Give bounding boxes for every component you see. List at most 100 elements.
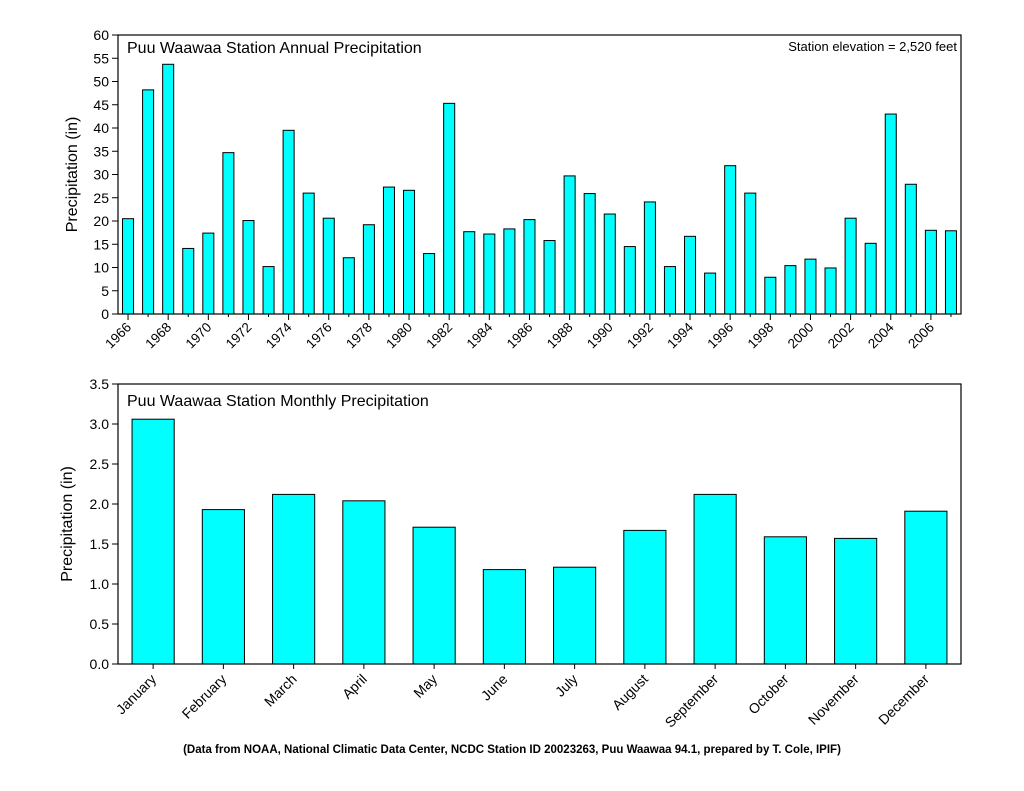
bar-2005 <box>904 183 917 315</box>
x-tick-label: August <box>609 671 651 713</box>
x-tick-label: September <box>662 671 722 731</box>
x-tick-label: 1998 <box>745 320 777 352</box>
monthly-chart-title: Puu Waawaa Station Monthly Precipitation <box>127 393 429 410</box>
bar-March <box>272 493 316 665</box>
bar-1999 <box>784 265 797 315</box>
bar-1979 <box>382 186 395 315</box>
x-tick-label: March <box>261 671 300 710</box>
y-tick-label: 0.5 <box>90 616 110 632</box>
x-tick-label: 1994 <box>664 319 696 351</box>
x-tick-label: 1982 <box>423 320 455 352</box>
x-tick-label: 2006 <box>905 320 937 352</box>
y-tick-label: 45 <box>93 97 109 113</box>
y-tick-label: 0.0 <box>90 656 110 672</box>
y-tick-label: 35 <box>93 143 109 159</box>
data-source-note: (Data from NOAA, National Climatic Data … <box>183 744 841 756</box>
bar-1983 <box>463 231 476 315</box>
bar-1987 <box>543 240 556 315</box>
x-tick-label: May <box>410 671 440 701</box>
y-tick-label: 50 <box>93 74 109 90</box>
y-tick-label: 3.5 <box>90 376 110 392</box>
x-tick-label: 1978 <box>343 320 375 352</box>
x-tick-label: 1990 <box>584 320 616 352</box>
y-tick-label: 5 <box>101 283 109 299</box>
y-tick-label: 40 <box>93 120 109 136</box>
x-tick-label: February <box>179 671 230 722</box>
y-tick-label: 0 <box>101 306 109 322</box>
monthly-precipitation-chart: 0.0 0.5 1.0 1.5 2.0 2.5 3.0 3.5 January February… <box>59 376 962 731</box>
x-tick-label: 2000 <box>785 320 817 352</box>
x-tick-label: June <box>478 671 511 704</box>
bar-1972 <box>242 220 255 315</box>
bar-1993 <box>663 266 676 315</box>
bar-November <box>834 537 878 665</box>
x-tick-label: 1980 <box>383 320 415 352</box>
bar-1973 <box>262 266 275 315</box>
bar-1986 <box>523 219 536 315</box>
bar-2001 <box>824 267 837 315</box>
y-tick-label: 60 <box>93 27 109 43</box>
bar-1991 <box>623 246 636 315</box>
bar-1989 <box>583 193 596 315</box>
x-tick-label: 1968 <box>142 320 174 352</box>
annual-bars <box>122 63 957 315</box>
bar-1982 <box>443 102 456 315</box>
annual-chart-title: Puu Waawaa Station Annual Precipitation <box>127 40 422 57</box>
bar-1969 <box>182 247 195 315</box>
bar-2004 <box>884 113 897 315</box>
bar-1966 <box>122 218 135 315</box>
bar-1984 <box>483 233 496 315</box>
x-tick-label: October <box>745 671 792 718</box>
bar-1978 <box>362 224 375 315</box>
bar-1968 <box>162 63 175 315</box>
bar-May <box>412 526 456 665</box>
bar-September <box>693 493 737 665</box>
monthly-x-axis: January February March April May June July Augu… <box>113 664 932 731</box>
bar-1981 <box>423 253 436 315</box>
x-tick-label: 1972 <box>223 320 255 352</box>
y-tick-label: 2.0 <box>90 496 110 512</box>
bar-2000 <box>804 258 817 315</box>
bar-1988 <box>563 175 576 315</box>
bar-2003 <box>864 242 877 315</box>
x-tick-label: 1970 <box>183 320 215 352</box>
x-tick-label: 1974 <box>263 319 295 351</box>
bar-1985 <box>503 228 516 315</box>
x-tick-label: 1996 <box>704 320 736 352</box>
bar-1976 <box>322 217 335 315</box>
bar-1994 <box>684 235 697 315</box>
bar-1998 <box>764 276 777 315</box>
annual-x-axis: 1966 1968 1970 1972 1974 1976 1978 1980 1982 1984… <box>102 314 952 352</box>
bar-2002 <box>844 217 857 315</box>
x-tick-label: 1986 <box>504 320 536 352</box>
bar-2006 <box>924 229 937 315</box>
annual-y-axis-label: Precipitation (in) <box>64 117 81 233</box>
y-tick-label: 25 <box>93 190 109 206</box>
bar-April <box>342 500 386 665</box>
bar-October <box>763 536 807 665</box>
monthly-plot-frame <box>117 383 962 665</box>
monthly-bars <box>131 418 948 665</box>
y-tick-label: 30 <box>93 167 109 183</box>
x-tick-label: 1976 <box>303 320 335 352</box>
bar-1971 <box>222 152 235 315</box>
station-elevation-note: Station elevation = 2,520 feet <box>788 39 957 54</box>
y-tick-label: 15 <box>93 236 109 252</box>
bar-1967 <box>142 89 155 315</box>
x-tick-label: 1988 <box>544 320 576 352</box>
bar-1996 <box>724 165 737 315</box>
bar-August <box>623 529 667 665</box>
x-tick-label: November <box>805 671 862 728</box>
x-tick-label: July <box>552 671 581 700</box>
bar-1970 <box>202 232 215 315</box>
bar-December <box>904 510 948 665</box>
bar-1974 <box>282 129 295 315</box>
x-tick-label: 1984 <box>464 319 496 351</box>
bar-1980 <box>403 189 416 315</box>
x-tick-label: 1966 <box>102 320 134 352</box>
y-tick-label: 1.0 <box>90 576 110 592</box>
y-tick-label: 1.5 <box>90 536 110 552</box>
bar-July <box>553 566 597 665</box>
